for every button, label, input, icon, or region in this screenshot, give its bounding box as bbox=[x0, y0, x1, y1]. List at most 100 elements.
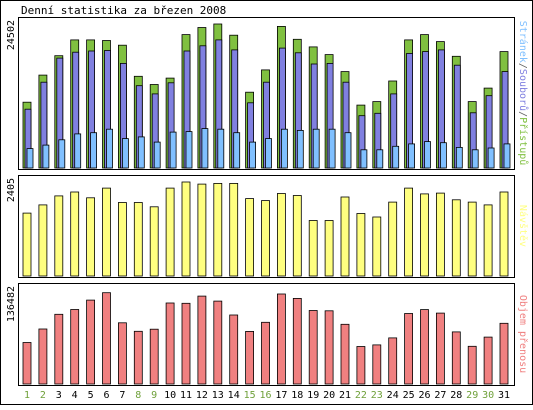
bar bbox=[276, 293, 286, 385]
bar bbox=[38, 204, 48, 277]
bar bbox=[213, 182, 223, 277]
x-tick-label: 9 bbox=[151, 390, 157, 401]
bar bbox=[376, 149, 384, 169]
bar bbox=[439, 142, 447, 169]
bar bbox=[181, 302, 191, 385]
bar bbox=[503, 143, 511, 169]
x-tick-label: 26 bbox=[418, 390, 430, 401]
bar bbox=[201, 128, 209, 169]
y-max-label: 2405 bbox=[6, 178, 17, 202]
bar bbox=[169, 131, 177, 169]
legend-part: Stránek bbox=[517, 21, 529, 63]
x-tick-label: 27 bbox=[434, 390, 446, 401]
bar bbox=[296, 129, 304, 169]
bar bbox=[451, 331, 461, 385]
bar bbox=[420, 193, 429, 277]
bar bbox=[233, 132, 241, 169]
bar bbox=[70, 309, 80, 385]
y-max-label: 136482 bbox=[6, 286, 17, 322]
bar bbox=[340, 196, 350, 277]
bar bbox=[149, 328, 159, 385]
bar bbox=[74, 133, 82, 169]
x-tick-label: 24 bbox=[387, 390, 399, 401]
bar bbox=[312, 128, 320, 169]
bar bbox=[245, 330, 255, 385]
bar bbox=[70, 191, 80, 277]
bar bbox=[471, 149, 479, 169]
bar bbox=[435, 312, 445, 385]
bar bbox=[249, 141, 257, 169]
bar bbox=[217, 128, 225, 169]
bar bbox=[328, 128, 336, 169]
panel-frame bbox=[18, 283, 515, 386]
chart-panel-3: 136482 Objem přenosu bbox=[6, 283, 529, 386]
bar bbox=[102, 292, 111, 385]
legend-part: Přístupů bbox=[517, 117, 529, 165]
panel-frame bbox=[18, 17, 515, 170]
bar bbox=[22, 212, 32, 277]
bar bbox=[261, 200, 270, 277]
x-tick-label: 21 bbox=[339, 390, 351, 401]
x-tick-label: 14 bbox=[228, 390, 240, 401]
x-tick-label: 25 bbox=[403, 390, 415, 401]
x-tick-label: 19 bbox=[307, 390, 319, 401]
bar bbox=[106, 128, 113, 169]
panel-frame bbox=[18, 175, 515, 278]
x-tick-label: 31 bbox=[498, 390, 510, 401]
series-legend-label: Návštěv bbox=[517, 205, 529, 247]
bar bbox=[122, 138, 129, 169]
bar bbox=[404, 313, 414, 385]
bar bbox=[451, 199, 461, 277]
bar bbox=[404, 187, 414, 277]
bar bbox=[181, 181, 191, 277]
bar bbox=[153, 141, 161, 169]
bar bbox=[133, 330, 143, 385]
bar bbox=[26, 148, 34, 169]
legend-part: / bbox=[517, 63, 528, 69]
bar bbox=[213, 300, 223, 385]
bar bbox=[356, 213, 366, 277]
x-tick-label: 13 bbox=[212, 390, 224, 401]
bar bbox=[185, 131, 193, 169]
bar bbox=[340, 323, 350, 385]
x-tick-label: 23 bbox=[371, 390, 383, 401]
chart-panels: 24502 Stránek/Souborů/Přístupů2405Návštěv… bbox=[6, 17, 529, 386]
bar bbox=[372, 344, 382, 385]
chart-title: Denní statistika za březen 2008 bbox=[21, 4, 226, 17]
bar bbox=[324, 220, 334, 277]
x-tick-label: 10 bbox=[164, 390, 176, 401]
x-tick-label: 12 bbox=[196, 390, 208, 401]
bar bbox=[197, 295, 207, 385]
bar bbox=[420, 309, 429, 385]
bar bbox=[483, 204, 493, 277]
bar bbox=[467, 201, 477, 277]
bar bbox=[261, 321, 270, 385]
x-tick-label: 16 bbox=[259, 390, 271, 401]
bar bbox=[38, 328, 48, 385]
bar bbox=[229, 314, 239, 385]
bar bbox=[165, 302, 175, 385]
x-tick-label: 1 bbox=[24, 390, 30, 401]
x-tick-label: 28 bbox=[450, 390, 462, 401]
series-legend-label: Objem přenosu bbox=[517, 295, 529, 373]
x-tick-label: 4 bbox=[72, 390, 78, 401]
bar bbox=[483, 336, 493, 385]
bar bbox=[118, 322, 127, 385]
bar bbox=[42, 144, 50, 169]
x-tick-label: 17 bbox=[275, 390, 287, 401]
bar bbox=[308, 220, 318, 277]
x-tick-label: 29 bbox=[466, 390, 478, 401]
bar bbox=[372, 216, 382, 277]
bar bbox=[388, 201, 398, 277]
bar bbox=[435, 192, 445, 277]
bar bbox=[229, 182, 239, 277]
bar bbox=[292, 297, 302, 385]
x-tick-label: 2 bbox=[40, 390, 46, 401]
bar bbox=[487, 147, 495, 169]
bar bbox=[54, 195, 64, 277]
bar bbox=[308, 310, 318, 385]
x-tick-label: 22 bbox=[355, 390, 367, 401]
x-tick-label: 20 bbox=[323, 390, 335, 401]
